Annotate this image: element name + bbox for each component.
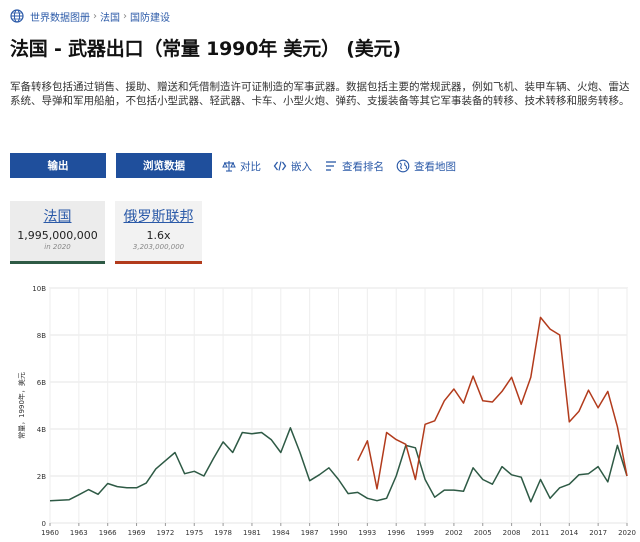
x-tick-label: 1984 [272, 529, 290, 537]
embed-label: 嵌入 [291, 160, 312, 173]
series-line-france [49, 427, 628, 503]
compare-label: 对比 [240, 160, 261, 173]
embed-tool[interactable]: 嵌入 [273, 159, 312, 174]
x-tick-label: 1999 [416, 529, 434, 537]
x-tick-label: 1966 [99, 529, 117, 537]
breadcrumb-separator-icon: › [123, 10, 127, 22]
globe-map-icon [396, 159, 410, 173]
indicator-description: 军备转移包括通过销售、援助、赠送和凭借制造许可证制造的军事武器。数据包括主要的常… [10, 81, 630, 107]
compare-tool[interactable]: 对比 [222, 159, 261, 174]
y-axis-label: 常量，1990年，美元 [17, 372, 26, 439]
x-tick-label: 2008 [503, 529, 521, 537]
breadcrumb: 世界数据图册 › 法国 › 国防建设 [10, 8, 170, 24]
x-tick-label: 1996 [387, 529, 405, 537]
y-tick-label: 0 [42, 520, 46, 528]
x-tick-label: 2014 [560, 529, 578, 537]
x-tick-label: 1972 [156, 529, 174, 537]
arms-exports-line-chart: 0 2B 4B 6B 8B 10B 1960 1963 1966 1969 1972 1975 1978… [17, 285, 636, 537]
export-button[interactable]: 输出 [10, 153, 106, 178]
series-line-russia [357, 316, 628, 490]
x-tick-label: 1981 [243, 529, 261, 537]
country-card-france[interactable]: 法国 1,995,000,000 in 2020 [10, 201, 105, 264]
x-tick-label: 1987 [301, 529, 319, 537]
x-tick-label: 2002 [445, 529, 463, 537]
y-tick-label: 6B [37, 379, 46, 387]
x-tick-label: 1969 [128, 529, 146, 537]
y-tick-label: 10B [32, 285, 46, 293]
x-tick-label: 1960 [41, 529, 59, 537]
country-card-name[interactable]: 法国 [43, 209, 72, 225]
globe-icon [10, 9, 24, 23]
y-tick-label: 8B [37, 332, 46, 340]
map-tool[interactable]: 查看地图 [396, 159, 456, 174]
x-tick-label: 1975 [185, 529, 203, 537]
x-tick-label: 1978 [214, 529, 232, 537]
breadcrumb-country-link[interactable]: 法国 [100, 12, 120, 24]
country-card-ratio: 1.6x [146, 229, 171, 242]
x-tick-label: 2005 [474, 529, 492, 537]
x-tick-label: 1993 [358, 529, 376, 537]
y-tick-label: 4B [37, 426, 46, 434]
x-tick-label: 2017 [589, 529, 607, 537]
x-tick-label: 1990 [330, 529, 348, 537]
browse-data-button[interactable]: 浏览数据 [116, 153, 212, 178]
country-card-name[interactable]: 俄罗斯联邦 [123, 209, 194, 225]
country-card-absolute-value: 3,203,000,000 [132, 243, 185, 251]
ranking-tool[interactable]: 查看排名 [324, 159, 384, 174]
y-tick-label: 2B [37, 473, 46, 481]
toolbar: 对比 嵌入 查看排名 查看地图 [222, 157, 468, 175]
ranking-label: 查看排名 [342, 160, 384, 173]
breadcrumb-root-link[interactable]: 世界数据图册 [30, 12, 90, 24]
breadcrumb-separator-icon: › [93, 10, 97, 22]
x-tick-label: 2011 [532, 529, 550, 537]
country-card-year: in 2020 [44, 243, 71, 251]
code-brackets-icon [273, 161, 287, 171]
x-tick-label: 2020 [618, 529, 636, 537]
country-card-russia[interactable]: 俄罗斯联邦 1.6x 3,203,000,000 [115, 201, 202, 264]
breadcrumb-topic-link[interactable]: 国防建设 [130, 12, 170, 24]
country-card-value: 1,995,000,000 [17, 229, 98, 242]
x-tick-label: 1963 [70, 529, 88, 537]
balance-scale-icon [222, 161, 236, 172]
map-label: 查看地图 [414, 160, 456, 173]
page-title: 法国 - 武器出口（常量 1990年 美元） (美元) [10, 38, 401, 60]
ranking-list-icon [326, 161, 336, 171]
